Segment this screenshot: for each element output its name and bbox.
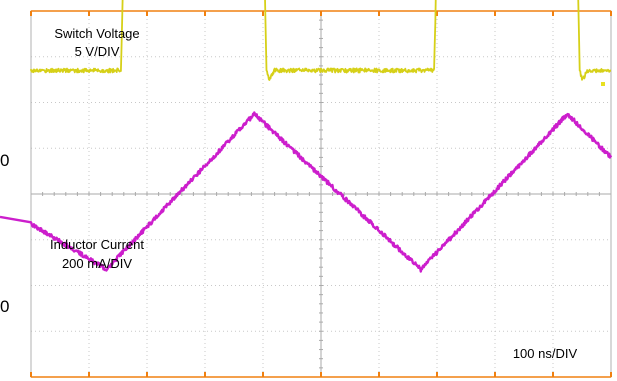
inductor-current-scale: 200 mA/DIV xyxy=(62,256,132,271)
inductor-current-zero-marker: 0 xyxy=(0,297,9,316)
traces xyxy=(0,0,613,273)
switch-voltage-trace xyxy=(30,0,612,81)
inductor-current-trace xyxy=(0,111,613,273)
graticule xyxy=(30,10,612,378)
switch-voltage-title: Switch Voltage xyxy=(54,26,139,41)
timebase-label: 100 ns/DIV xyxy=(513,346,578,361)
switch-voltage-zero-marker: 0 xyxy=(0,151,9,170)
marker-dot xyxy=(601,82,605,86)
inductor-current-title: Inductor Current xyxy=(50,237,144,252)
switch-voltage-scale: 5 V/DIV xyxy=(75,44,120,59)
